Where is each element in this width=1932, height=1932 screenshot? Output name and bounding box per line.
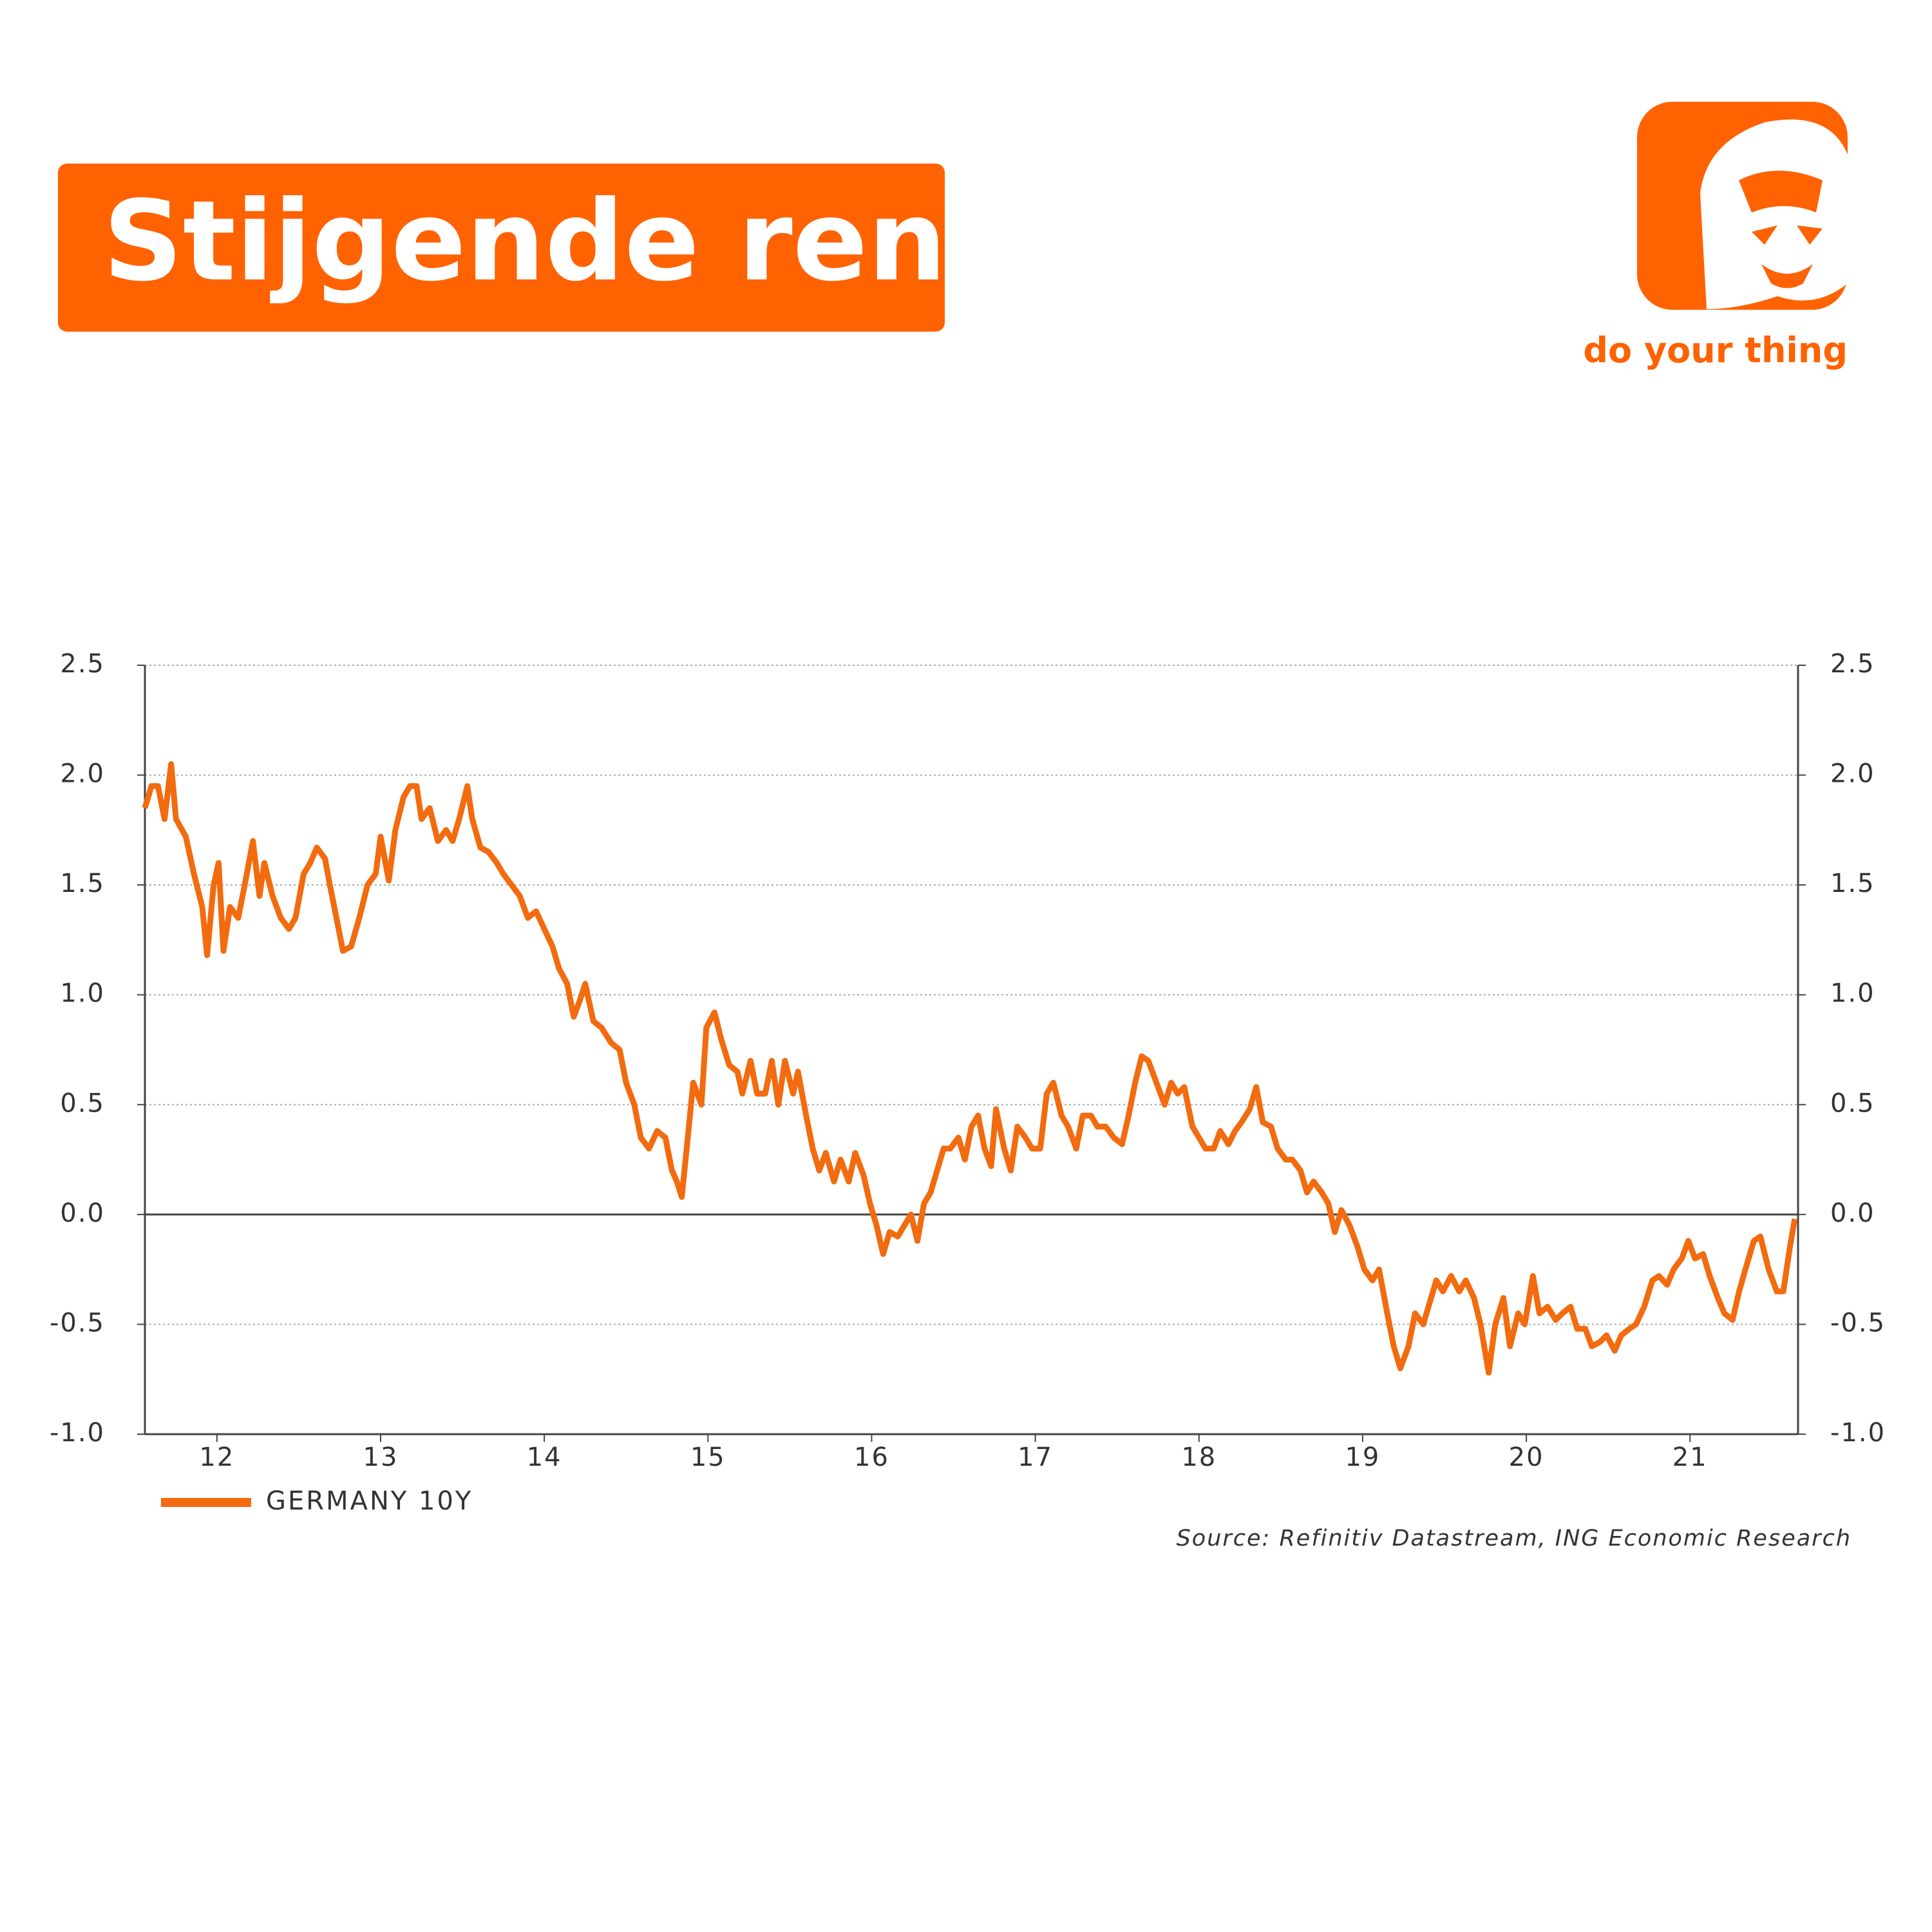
legend-label: GERMANY 10Y <box>266 1486 473 1516</box>
y-tick-label: 1.0 <box>60 979 105 1009</box>
y-tick-label: -1.0 <box>50 1418 105 1448</box>
logo-tagline: do your thing <box>1583 330 1848 371</box>
y2-tick-label: 0.5 <box>1830 1088 1875 1118</box>
y-tick-label: 2.5 <box>60 649 105 679</box>
y2-tick-label: 2.0 <box>1830 759 1875 789</box>
logo-lion <box>1700 119 1848 310</box>
title-box <box>58 164 945 332</box>
x-tick-label: 14 <box>527 1443 562 1472</box>
y-tick-label: 1.5 <box>60 869 105 898</box>
logo-face <box>1739 171 1823 289</box>
x-tick-label: 20 <box>1509 1443 1544 1472</box>
x-tick-label: 21 <box>1672 1443 1708 1472</box>
x-tick-label: 19 <box>1345 1443 1380 1472</box>
x-tick-label: 17 <box>1018 1443 1053 1472</box>
logo: do your thing <box>1583 102 1848 371</box>
source-note: Source: Refinitiv Datastream, ING Econom… <box>1177 1526 1852 1551</box>
y2-tick-label: -0.5 <box>1830 1308 1886 1338</box>
chart-title: Stijgende rentes <box>103 176 1141 306</box>
y-tick-label: -0.5 <box>50 1308 105 1338</box>
y2-tick-label: 1.0 <box>1830 979 1875 1009</box>
y2-tick-label: -1.0 <box>1830 1418 1886 1448</box>
y2-tick-label: 1.5 <box>1830 869 1875 898</box>
y-tick-label: 2.0 <box>60 759 105 789</box>
x-tick-label: 13 <box>363 1443 399 1472</box>
y-tick-label: 0.5 <box>60 1088 105 1118</box>
series-line <box>142 761 1798 1376</box>
x-tick-label: 15 <box>690 1443 726 1472</box>
x-tick-label: 16 <box>854 1443 889 1472</box>
y2-tick-label: 2.5 <box>1830 649 1875 679</box>
x-tick-label: 18 <box>1181 1443 1217 1472</box>
x-tick-label: 12 <box>199 1443 234 1472</box>
y-tick-label: 0.0 <box>60 1198 105 1228</box>
y2-tick-label: 0.0 <box>1830 1198 1875 1228</box>
